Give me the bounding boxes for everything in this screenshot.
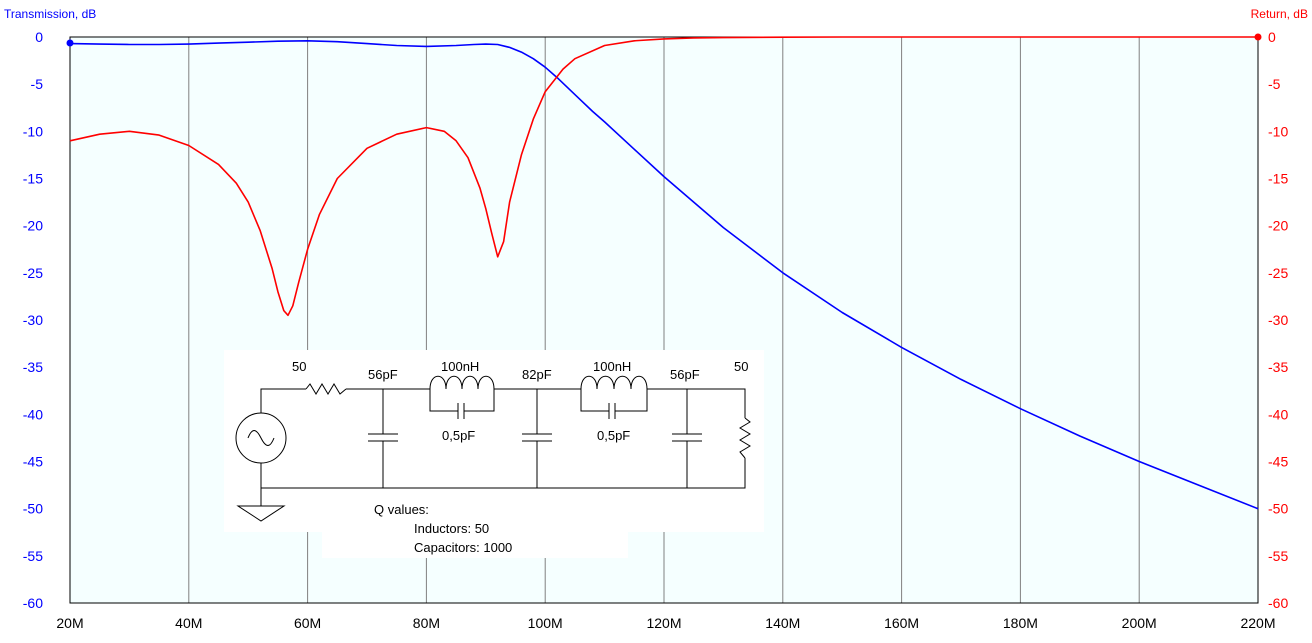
shunt-capacitor-symbols <box>368 433 702 442</box>
right-y-tick-label: -5 <box>1268 76 1281 92</box>
left-y-tick-label: -50 <box>23 501 43 517</box>
transmission-start-marker <box>66 39 74 47</box>
x-tick-label: 80M <box>413 615 440 631</box>
x-tick-label: 160M <box>884 615 919 631</box>
right-y-tick-label: -10 <box>1268 123 1288 139</box>
source-resistor-label: 50 <box>292 359 306 374</box>
q-capacitors: Capacitors: 1000 <box>414 540 512 555</box>
series-group <box>66 33 1262 510</box>
left-y-tick-label: 0 <box>35 29 43 45</box>
inductor2-label: 100nH <box>593 359 631 374</box>
right-y-tick-labels: 0 -5 -10 -15 -20 -25 -30 -35 -40 -45 -50 -55 -60 <box>1268 29 1288 611</box>
return-line <box>69 36 1258 317</box>
inductor-1-symbol <box>429 375 495 390</box>
x-tick-label: 180M <box>1003 615 1038 631</box>
cap2-label: 82pF <box>522 367 552 382</box>
right-y-tick-label: -50 <box>1268 501 1288 517</box>
left-axis-title: Transmission, dB <box>4 7 96 21</box>
left-y-tick-label: -15 <box>23 171 43 187</box>
inductor-2-symbol <box>580 375 648 390</box>
q-values-background <box>322 500 628 558</box>
return-end-marker <box>1254 33 1262 41</box>
grid <box>188 37 1140 603</box>
x-tick-label: 140M <box>765 615 800 631</box>
left-y-tick-label: -45 <box>23 454 43 470</box>
inductor1-label: 100nH <box>441 359 479 374</box>
right-y-tick-label: 0 <box>1268 29 1276 45</box>
right-y-tick-label: -30 <box>1268 312 1288 328</box>
left-y-tick-labels: 0 -5 -10 -15 -20 -25 -30 -35 -40 -45 -50 -55 -60 <box>23 29 43 611</box>
ac-source-symbol <box>235 412 287 464</box>
x-tick-label: 220M <box>1240 615 1275 631</box>
x-tick-labels: 20M 40M 60M 80M 100M 120M 140M 160M 180M 200M 220M <box>56 615 1275 631</box>
load-resistor-label: 50 <box>734 359 748 374</box>
x-tick-label: 200M <box>1122 615 1157 631</box>
left-y-tick-label: -55 <box>23 548 43 564</box>
x-tick-label: 20M <box>56 615 83 631</box>
right-y-tick-label: -20 <box>1268 218 1288 234</box>
x-tick-label: 120M <box>646 615 681 631</box>
cap3-label: 56pF <box>670 367 700 382</box>
right-y-tick-label: -45 <box>1268 454 1288 470</box>
x-tick-label: 100M <box>528 615 563 631</box>
load-resistor-symbol <box>739 417 751 459</box>
left-y-tick-label: -40 <box>23 406 43 422</box>
left-y-tick-label: -5 <box>31 76 44 92</box>
cap-parallel1-label: 0,5pF <box>442 428 475 443</box>
parallel-capacitor-symbols <box>457 403 616 419</box>
right-axis-title: Return, dB <box>1251 7 1308 21</box>
right-y-tick-label: -25 <box>1268 265 1288 281</box>
schematic-wires <box>260 388 746 506</box>
transmission-line <box>69 40 1259 510</box>
x-tick-label: 40M <box>175 615 202 631</box>
right-y-tick-label: -15 <box>1268 171 1288 187</box>
left-y-tick-label: -30 <box>23 312 43 328</box>
left-y-tick-label: -35 <box>23 359 43 375</box>
right-y-tick-label: -35 <box>1268 359 1288 375</box>
right-y-tick-label: -40 <box>1268 406 1288 422</box>
plot-frame <box>69 36 1259 604</box>
x-tick-label: 60M <box>294 615 321 631</box>
schematic: 50 56pF 100nH 0,5pF 82pF 100nH 0,5pF 56p… <box>224 350 764 558</box>
cap-parallel2-label: 0,5pF <box>597 428 630 443</box>
source-resistor-symbol <box>305 383 347 395</box>
right-y-tick-label: -55 <box>1268 548 1288 564</box>
ground-symbol <box>236 505 286 522</box>
left-y-tick-label: -60 <box>23 595 43 611</box>
cap1-label: 56pF <box>368 367 398 382</box>
left-y-tick-label: -25 <box>23 265 43 281</box>
q-values-title: Q values: <box>374 502 429 517</box>
left-y-tick-label: -20 <box>23 218 43 234</box>
q-inductors: Inductors: 50 <box>414 521 489 536</box>
left-y-tick-label: -10 <box>23 123 43 139</box>
ac-source-wave-icon <box>247 430 275 446</box>
right-y-tick-label: -60 <box>1268 595 1288 611</box>
